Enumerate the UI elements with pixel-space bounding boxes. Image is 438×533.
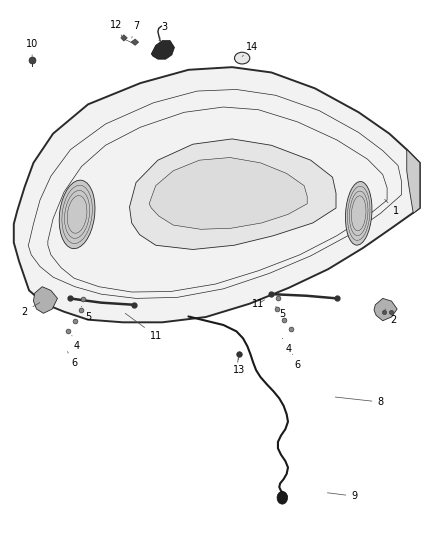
Text: 10: 10 bbox=[26, 39, 38, 56]
Ellipse shape bbox=[59, 180, 95, 248]
Polygon shape bbox=[131, 39, 139, 45]
Polygon shape bbox=[130, 139, 336, 249]
Circle shape bbox=[277, 491, 288, 504]
Polygon shape bbox=[151, 41, 174, 59]
Text: 6: 6 bbox=[67, 352, 77, 368]
Polygon shape bbox=[374, 298, 397, 321]
Polygon shape bbox=[33, 287, 57, 313]
Text: 11: 11 bbox=[125, 313, 162, 341]
Ellipse shape bbox=[234, 52, 250, 64]
Text: 2: 2 bbox=[385, 309, 397, 325]
Text: 13: 13 bbox=[233, 357, 245, 375]
Text: 5: 5 bbox=[276, 306, 286, 319]
Text: 5: 5 bbox=[81, 306, 91, 322]
Text: 2: 2 bbox=[21, 303, 40, 317]
Text: 7: 7 bbox=[132, 21, 139, 38]
Text: 11: 11 bbox=[252, 298, 265, 309]
Polygon shape bbox=[14, 67, 420, 322]
Polygon shape bbox=[149, 158, 307, 229]
Text: 3: 3 bbox=[159, 22, 167, 41]
Text: 6: 6 bbox=[292, 354, 300, 370]
Text: 12: 12 bbox=[110, 20, 123, 37]
Polygon shape bbox=[407, 150, 420, 213]
Ellipse shape bbox=[346, 182, 372, 245]
Polygon shape bbox=[121, 35, 127, 41]
Text: 4: 4 bbox=[283, 338, 292, 354]
Text: 8: 8 bbox=[335, 397, 384, 407]
Text: 14: 14 bbox=[242, 43, 258, 56]
Text: 1: 1 bbox=[385, 199, 399, 216]
Text: 9: 9 bbox=[328, 491, 357, 501]
Text: 4: 4 bbox=[72, 335, 80, 351]
